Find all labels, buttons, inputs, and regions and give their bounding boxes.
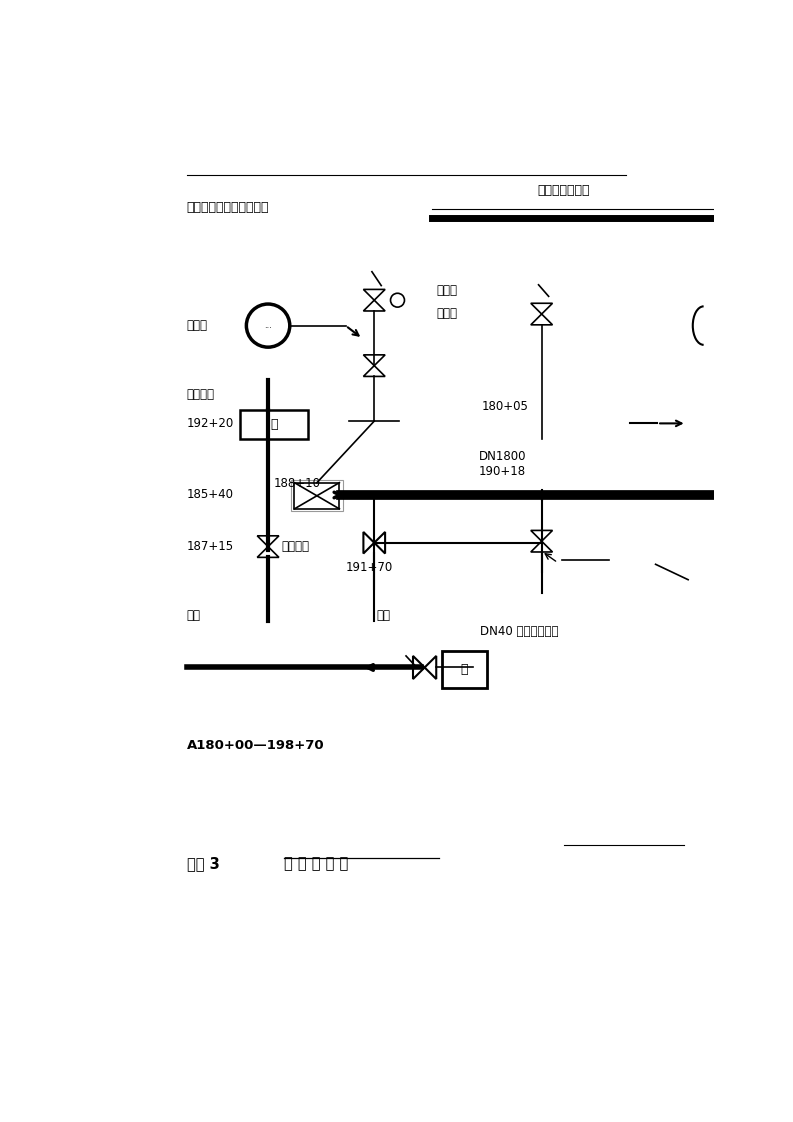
Text: 压力表: 压力表 bbox=[186, 319, 208, 332]
Text: 清: 清 bbox=[270, 417, 278, 431]
Text: A180+00—198+70: A180+00—198+70 bbox=[186, 738, 324, 752]
Text: 188+10: 188+10 bbox=[274, 477, 320, 490]
Text: 后背: 后背 bbox=[186, 609, 201, 623]
Text: 187+15: 187+15 bbox=[186, 540, 234, 553]
Text: 试 验 工 序 图: 试 验 工 序 图 bbox=[284, 856, 348, 872]
Bar bbox=[290, 480, 343, 512]
Text: 192+20: 192+20 bbox=[186, 417, 234, 430]
Text: 给水系统水压试验布置图: 给水系统水压试验布置图 bbox=[186, 201, 269, 214]
Text: 附图 3: 附图 3 bbox=[186, 856, 220, 872]
Bar bbox=[442, 651, 487, 688]
Text: （排水）: （排水） bbox=[282, 540, 309, 553]
Text: DN1800: DN1800 bbox=[479, 450, 527, 463]
Text: 千斤顶: 千斤顶 bbox=[436, 306, 458, 320]
Bar bbox=[240, 410, 308, 439]
Text: 排气阀: 排气阀 bbox=[436, 284, 458, 296]
Text: DN40 给水临时管线: DN40 给水临时管线 bbox=[481, 625, 559, 637]
Text: 185+40: 185+40 bbox=[186, 488, 234, 502]
Bar bbox=[294, 482, 339, 509]
Text: 190+18: 190+18 bbox=[479, 465, 526, 478]
Text: 附　　图　　１: 附 图 １ bbox=[538, 184, 590, 197]
Text: 试: 试 bbox=[461, 662, 468, 675]
Text: 180+05: 180+05 bbox=[481, 399, 528, 413]
Text: ...: ... bbox=[264, 321, 272, 330]
Text: 三通旋塞: 三通旋塞 bbox=[186, 388, 215, 402]
Text: 191+70: 191+70 bbox=[346, 561, 393, 573]
Text: 支撑: 支撑 bbox=[377, 609, 391, 623]
